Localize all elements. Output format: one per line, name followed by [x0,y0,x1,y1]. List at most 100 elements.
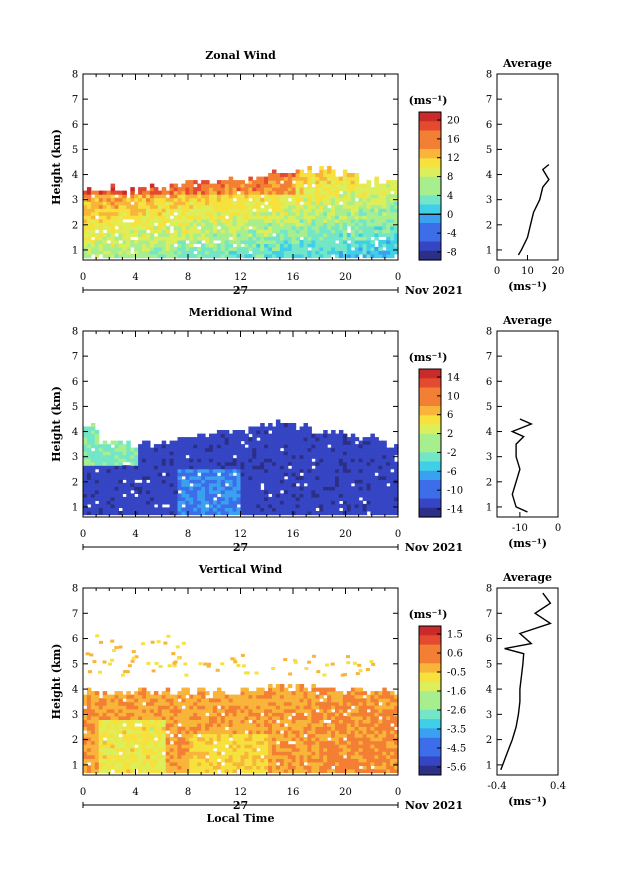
heatmap-cell [303,194,308,199]
heatmap-cell [303,440,308,445]
heatmap-cell [173,719,179,724]
heatmap-cell [205,507,210,512]
heatmap-cell [362,437,368,442]
heatmap-cell [260,726,265,731]
heatmap-cell [283,765,289,770]
heatmap-cell [205,486,210,491]
heatmap-cell [342,211,348,216]
heatmap-cell [228,433,234,438]
heatmap-cell [161,482,167,487]
heatmap-cell [260,479,265,484]
heatmap-cell [224,705,230,710]
heatmap-cell [197,507,202,512]
heatmap-cell [236,507,242,512]
heatmap-cell [149,225,155,230]
heatmap-cell [90,426,96,431]
heatmap-cell [394,461,399,466]
heatmap-cell [315,176,320,181]
heatmap-cell [134,694,139,699]
heatmap-cell [346,190,352,195]
heatmap-cell [216,701,222,706]
heatmap-cell [319,208,324,213]
heatmap-cell [201,246,206,251]
heatmap-cell [193,730,198,735]
heatmap-cell [362,239,368,244]
colorbar-segment [419,369,441,379]
heatmap-cell [114,726,119,731]
heatmap-cell [228,503,234,508]
heatmap-cell [244,754,249,759]
heatmap-cell [169,754,175,759]
heatmap-cell [244,740,249,745]
heatmap-cell [303,190,308,195]
heatmap-cell [303,768,308,773]
heatmap-cell [338,225,344,230]
heatmap-cell [268,475,273,480]
heatmap-cell [209,708,214,713]
heatmap-cell [126,698,131,703]
heatmap-cell [165,691,171,696]
heatmap-cell [157,447,163,452]
heatmap-cell [216,737,222,742]
heatmap-cell [323,489,328,494]
heatmap-cell [110,694,116,699]
heatmap-cell [138,194,143,199]
heatmap-cell [256,447,261,452]
heatmap-cell [272,430,277,435]
heatmap-cell [216,454,222,459]
heatmap-cell [386,468,391,473]
heatmap-cell [205,447,210,452]
heatmap-cell [161,451,167,456]
heatmap-cell [358,507,364,512]
heatmap-cell [244,726,249,731]
heatmap-cell [134,691,139,696]
heatmap-cell [291,204,297,209]
heatmap-cell [268,701,273,706]
profile-x-tick-label: -10 [512,523,528,534]
heatmap-cell [189,201,194,206]
heatmap-cell [350,211,356,216]
heatmap-cell [240,180,245,185]
heatmap-cell [382,503,387,508]
heatmap-cell [185,758,190,763]
heatmap-cell [378,225,383,230]
heatmap-cell [275,194,281,199]
heatmap-cell [378,507,383,512]
heatmap-cell [236,472,242,477]
heatmap-cell [86,708,92,713]
heatmap-cell [181,726,186,731]
colorbar-segment [419,406,441,416]
heatmap-cell [279,437,285,442]
heatmap-cell [319,180,324,185]
heatmap-cell [86,254,92,259]
heatmap-cell [86,465,92,470]
heatmap-cell [311,461,316,466]
heatmap-cell [240,225,245,230]
heatmap-cell [161,204,167,209]
heatmap-cell [232,701,238,706]
heatmap-cell [272,468,277,473]
heatmap-cell [240,246,245,251]
heatmap-cell [335,465,340,470]
heatmap-cell [185,765,190,770]
heatmap-cell [252,451,257,456]
heatmap-cell [295,722,301,727]
heatmap-cell [323,493,328,498]
heatmap-cell [291,475,297,480]
heatmap-cell [335,503,340,508]
heatmap-cell [335,218,340,223]
heatmap-cell [268,426,273,431]
heatmap-cell [153,507,159,512]
heatmap-cell [291,503,297,508]
heatmap-cell [370,465,375,470]
heatmap-cell [169,730,175,735]
colorbar-segment [419,167,441,178]
heatmap-cell [220,698,226,703]
heatmap-cell [102,744,108,749]
heatmap-cell [177,500,182,505]
heatmap-cell [220,758,226,763]
heatmap-cell [279,740,285,745]
heatmap-cell [342,468,348,473]
heatmap-cell [252,222,257,227]
heatmap-cell [161,208,167,213]
